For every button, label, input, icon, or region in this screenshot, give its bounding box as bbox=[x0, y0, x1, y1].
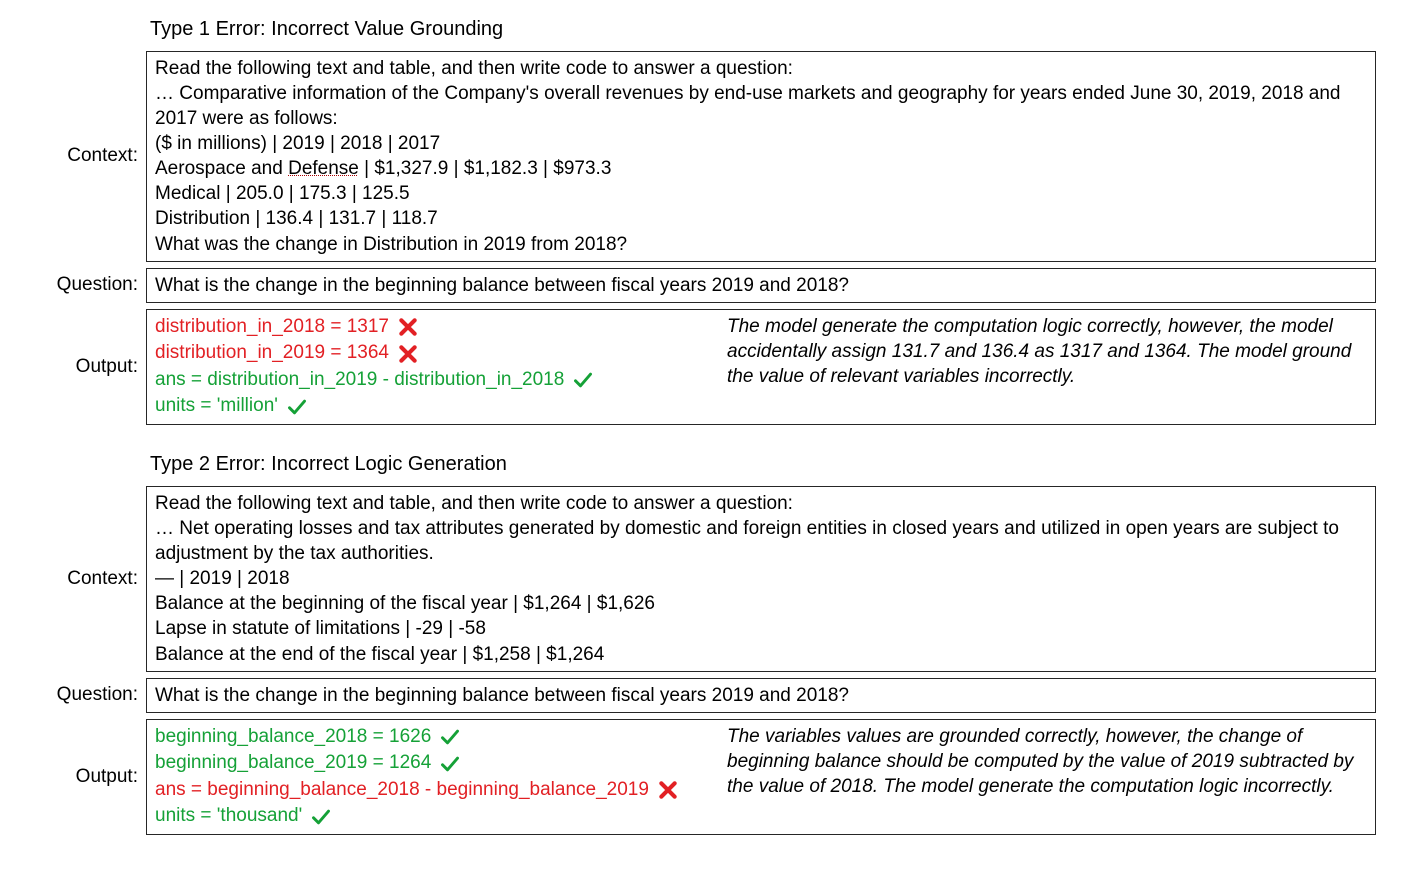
context-box: Read the following text and table, and t… bbox=[146, 486, 1376, 672]
question-box: What is the change in the beginning bala… bbox=[146, 678, 1376, 713]
context-label: Context: bbox=[28, 143, 146, 169]
check-icon bbox=[439, 727, 461, 747]
context-box: Read the following text and table, and t… bbox=[146, 51, 1376, 262]
output-label: Output: bbox=[28, 354, 146, 380]
code-line-good: beginning_balance_2018 = 1626 bbox=[155, 724, 715, 751]
ctx-line: Lapse in statute of limitations | -29 | … bbox=[155, 616, 1367, 641]
ctx-line: Read the following text and table, and t… bbox=[155, 491, 1367, 516]
context-row: Context: Read the following text and tab… bbox=[28, 51, 1376, 262]
ctx-line: Read the following text and table, and t… bbox=[155, 56, 1367, 81]
question-row: Question: What is the change in the begi… bbox=[28, 678, 1376, 713]
explanation: The variables values are grounded correc… bbox=[715, 724, 1367, 799]
check-icon bbox=[286, 397, 308, 417]
cross-icon bbox=[657, 780, 679, 800]
code-line-good: beginning_balance_2019 = 1264 bbox=[155, 750, 715, 777]
code-line-bad: ans = beginning_balance_2018 - beginning… bbox=[155, 777, 715, 804]
ctx-line: … Net operating losses and tax attribute… bbox=[155, 516, 1367, 566]
code-line-good: ans = distribution_in_2019 - distributio… bbox=[155, 367, 715, 394]
question-label: Question: bbox=[28, 678, 146, 708]
check-icon bbox=[439, 754, 461, 774]
output-row: Output: beginning_balance_2018 = 1626 be… bbox=[28, 719, 1376, 835]
context-label: Context: bbox=[28, 566, 146, 592]
ctx-line: Balance at the end of the fiscal year | … bbox=[155, 642, 1367, 667]
ctx-line: Balance at the beginning of the fiscal y… bbox=[155, 591, 1367, 616]
output-box: beginning_balance_2018 = 1626 beginning_… bbox=[146, 719, 1376, 835]
output-label: Output: bbox=[28, 764, 146, 790]
ctx-line: ($ in millions) | 2019 | 2018 | 2017 bbox=[155, 131, 1367, 156]
error-block-2: Type 2 Error: Incorrect Logic Generation… bbox=[28, 451, 1376, 835]
code-line-good: units = 'million' bbox=[155, 393, 715, 420]
code-line-bad: distribution_in_2018 = 1317 bbox=[155, 314, 715, 341]
cross-icon bbox=[397, 344, 419, 364]
error-block-1: Type 1 Error: Incorrect Value Grounding … bbox=[28, 16, 1376, 425]
ctx-line: Aerospace and Defense | $1,327.9 | $1,18… bbox=[155, 156, 1367, 181]
question-box: What is the change in the beginning bala… bbox=[146, 268, 1376, 303]
code-line-bad: distribution_in_2019 = 1364 bbox=[155, 340, 715, 367]
output-row: Output: distribution_in_2018 = 1317 dist… bbox=[28, 309, 1376, 425]
ctx-line: … Comparative information of the Company… bbox=[155, 81, 1367, 131]
ctx-line: Distribution | 136.4 | 131.7 | 118.7 bbox=[155, 206, 1367, 231]
block2-title: Type 2 Error: Incorrect Logic Generation bbox=[150, 451, 1376, 478]
ctx-line: What was the change in Distribution in 2… bbox=[155, 232, 1367, 257]
check-icon bbox=[310, 807, 332, 827]
question-row: Question: What is the change in the begi… bbox=[28, 268, 1376, 303]
explanation: The model generate the computation logic… bbox=[715, 314, 1367, 389]
output-box: distribution_in_2018 = 1317 distribution… bbox=[146, 309, 1376, 425]
check-icon bbox=[572, 370, 594, 390]
code-line-good: units = 'thousand' bbox=[155, 803, 715, 830]
question-label: Question: bbox=[28, 268, 146, 298]
ctx-line: Medical | 205.0 | 175.3 | 125.5 bbox=[155, 181, 1367, 206]
context-row: Context: Read the following text and tab… bbox=[28, 486, 1376, 672]
block1-title: Type 1 Error: Incorrect Value Grounding bbox=[150, 16, 1376, 43]
ctx-line: — | 2019 | 2018 bbox=[155, 566, 1367, 591]
cross-icon bbox=[397, 317, 419, 337]
